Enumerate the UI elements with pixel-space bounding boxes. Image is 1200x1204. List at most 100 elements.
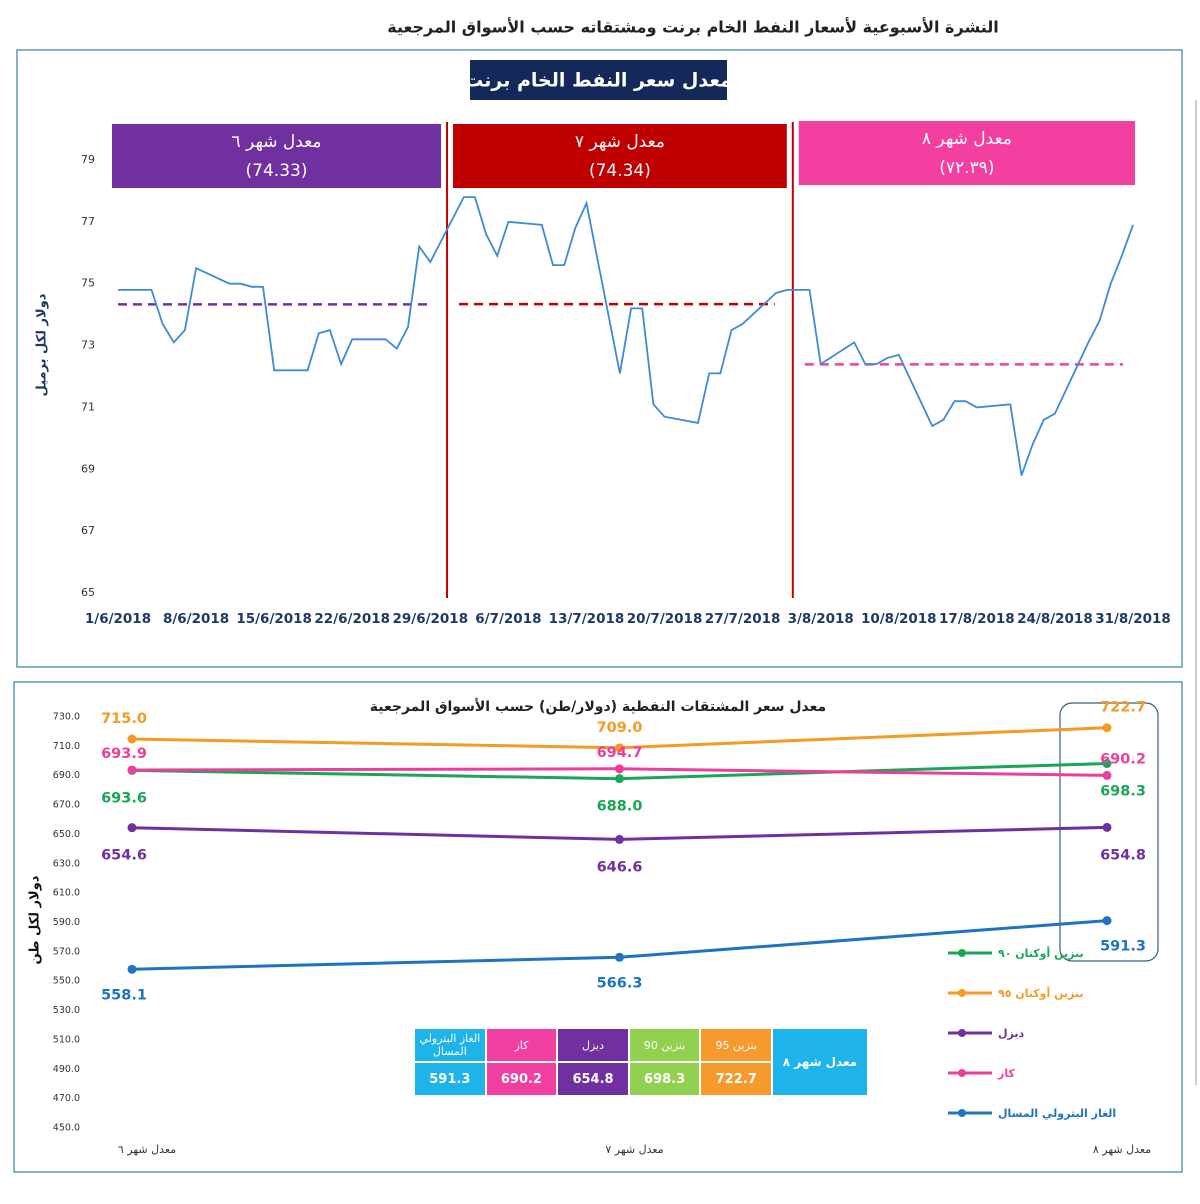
point xyxy=(1102,759,1112,769)
y-tick-label: 730.0 xyxy=(53,712,80,723)
y-tick-label: 590.0 xyxy=(53,917,80,928)
y-axis-label: دولار لكل برميل xyxy=(35,293,50,396)
x-tick-label: 6/7/2018 xyxy=(475,611,541,627)
table-value: 698.3 xyxy=(628,1062,701,1096)
point xyxy=(127,964,137,974)
value-label: 709.0 xyxy=(597,720,643,736)
x-tick-label: 20/7/2018 xyxy=(627,611,703,627)
x-tick-label: 8/6/2018 xyxy=(163,611,229,627)
x-tick-label: معدل شهر ٦ xyxy=(118,1143,176,1156)
chart-title: معدل سعر النفط الخام برنت xyxy=(464,70,732,92)
y-tick-label: 510.0 xyxy=(53,1034,80,1045)
y-tick-label: 73 xyxy=(81,339,95,352)
month-banner xyxy=(798,121,1135,185)
x-tick-label: 31/8/2018 xyxy=(1095,611,1171,627)
value-label: 694.7 xyxy=(597,745,643,761)
value-label: 646.6 xyxy=(597,859,643,875)
value-label: 591.3 xyxy=(1100,939,1146,955)
table-value: 591.3 xyxy=(414,1062,486,1096)
x-tick-label: معدل شهر ٨ xyxy=(1093,1143,1151,1156)
series-line xyxy=(131,919,1108,971)
table-value: 690.2 xyxy=(485,1062,558,1096)
legend-dot xyxy=(958,1109,966,1117)
page-title: النشرة الأسبوعية لأسعار النفط الخام برنت… xyxy=(387,18,999,37)
legend-dot xyxy=(958,1029,966,1037)
banner-value: (74.33) xyxy=(246,161,308,181)
legend-label: بنزين أوكتان ٩٠ xyxy=(998,946,1084,960)
y-tick-label: 530.0 xyxy=(53,1005,80,1016)
banner-value: (74.34) xyxy=(589,161,651,181)
title-box xyxy=(470,60,727,100)
month-banner xyxy=(453,124,787,188)
legend-dot xyxy=(958,989,966,997)
x-tick-label: 22/6/2018 xyxy=(314,611,390,627)
highlight-box xyxy=(1059,702,1159,962)
value-label: 693.6 xyxy=(101,790,147,806)
y-tick-label: 470.0 xyxy=(53,1093,80,1104)
point xyxy=(615,774,624,784)
x-tick-label: 24/8/2018 xyxy=(1017,611,1093,627)
point xyxy=(615,743,624,753)
legend-label: الغاز البترولي المسال xyxy=(998,1107,1116,1120)
value-label: 566.3 xyxy=(597,975,643,991)
value-label: 715.0 xyxy=(101,711,147,727)
banner-label: معدل شهر ٦ xyxy=(232,132,322,152)
point xyxy=(1102,916,1112,926)
point xyxy=(127,734,137,744)
month-banner xyxy=(112,124,442,188)
y-tick-label: 77 xyxy=(81,215,95,228)
x-tick-label: 10/8/2018 xyxy=(861,611,937,627)
table-header: ديزل xyxy=(557,1028,629,1062)
x-tick-label: 15/6/2018 xyxy=(236,611,312,627)
value-label: 688.0 xyxy=(597,799,643,815)
legend-dot xyxy=(958,1069,966,1077)
point xyxy=(615,834,624,844)
y-tick-label: 670.0 xyxy=(53,800,80,811)
y-tick-label: 550.0 xyxy=(53,976,80,987)
table-header: بنزين 95 xyxy=(700,1028,772,1062)
legend-label: ديزل xyxy=(998,1027,1025,1040)
legend-dot xyxy=(958,949,966,957)
x-tick-label: 17/8/2018 xyxy=(939,611,1015,627)
banner-label: معدل شهر ٨ xyxy=(922,129,1012,149)
table-header: كاز xyxy=(485,1028,558,1062)
y-tick-label: 710.0 xyxy=(53,741,80,752)
legend-label: بنزين أوكتان ٩٥ xyxy=(998,986,1084,1000)
y-tick-label: 69 xyxy=(81,462,95,475)
banner-label: معدل شهر ٧ xyxy=(575,132,665,152)
value-label: 693.9 xyxy=(101,746,147,762)
x-tick-label: 13/7/2018 xyxy=(549,611,625,627)
y-tick-label: 490.0 xyxy=(53,1064,80,1075)
point xyxy=(127,765,137,775)
y-axis-label: دولار لكل طن xyxy=(28,875,43,964)
value-label: 722.7 xyxy=(1100,700,1146,716)
value-label: 558.1 xyxy=(101,987,147,1003)
y-tick-label: 690.0 xyxy=(53,770,80,781)
y-tick-label: 75 xyxy=(81,277,95,290)
y-tick-label: 79 xyxy=(81,153,95,166)
y-tick-label: 570.0 xyxy=(53,946,80,957)
x-tick-label: معدل شهر ٧ xyxy=(605,1143,663,1156)
x-tick-label: 3/8/2018 xyxy=(788,611,854,627)
value-label: 654.6 xyxy=(101,848,147,864)
point xyxy=(1102,770,1112,780)
y-tick-label: 67 xyxy=(81,524,95,537)
panel xyxy=(16,49,1183,668)
panel xyxy=(13,681,1183,1173)
table-value: 722.7 xyxy=(700,1062,772,1096)
point xyxy=(1102,723,1112,733)
value-label: 690.2 xyxy=(1100,751,1146,767)
legend-label: كاز xyxy=(997,1067,1015,1080)
y-tick-label: 71 xyxy=(81,400,95,413)
table-value: 654.8 xyxy=(557,1062,629,1096)
table-title: معدل شهر ٨ xyxy=(772,1028,868,1096)
point xyxy=(127,823,137,833)
y-tick-label: 65 xyxy=(81,586,95,599)
summary-table: معدل شهر ٨ بنزين 95 بنزين 90 ديزل كاز الغاز ا… xyxy=(414,1028,868,1096)
table-header: الغاز البترولي المسال xyxy=(414,1028,486,1062)
y-tick-label: 610.0 xyxy=(53,888,80,899)
x-tick-label: 29/6/2018 xyxy=(392,611,468,627)
y-tick-label: 450.0 xyxy=(53,1123,80,1134)
chart-title: معدل سعر المشتقات النفطية (دولار/طن) حسب… xyxy=(370,698,826,715)
